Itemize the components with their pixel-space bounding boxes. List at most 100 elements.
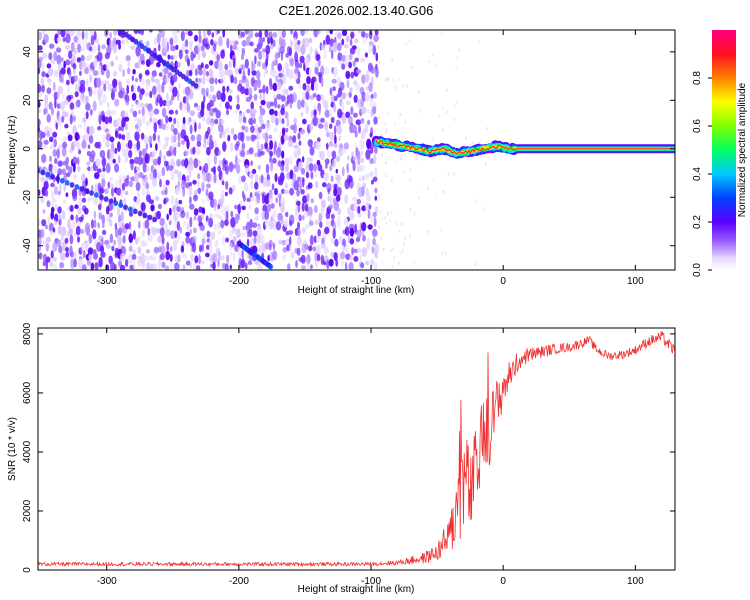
noise-blob-729 [161, 82, 165, 93]
noise-blob-869 [185, 94, 189, 105]
noise-blob-1167 [238, 112, 243, 124]
noise-blob-1176 [237, 213, 240, 220]
noise-blob-404 [104, 116, 110, 125]
noise-blob-1944 [372, 44, 377, 56]
noise-blob-1875 [359, 253, 362, 264]
noise-blob-1816 [349, 87, 353, 92]
noise-blob-25 [41, 71, 46, 78]
noise-blob-210 [73, 68, 76, 75]
scatter-dot-48 [438, 114, 440, 118]
noise-blob-1600 [308, 162, 314, 172]
spectrogram-noise [38, 30, 488, 270]
noise-blob-1558 [301, 215, 305, 221]
scatter-dot-26 [485, 162, 487, 165]
noise-blob-292 [86, 150, 92, 157]
noise-blob-1504 [292, 135, 297, 143]
scatter-dot-111 [399, 157, 402, 161]
noise-blob-1745 [333, 252, 338, 261]
noise-blob-732 [160, 118, 164, 126]
noise-blob-327 [95, 38, 99, 44]
scatter-dot-67 [455, 66, 458, 70]
noise-blob-1661 [320, 117, 325, 123]
noise-blob-990 [205, 112, 211, 119]
noise-blob-686 [152, 149, 157, 157]
noise-blob-1919 [365, 260, 369, 266]
noise-blob-804 [173, 128, 178, 135]
noise-blob-1006 [206, 244, 210, 250]
noise-blob-1868 [356, 198, 361, 205]
noise-blob-1578 [305, 171, 310, 179]
noise-blob-1554 [302, 177, 305, 188]
noise-blob-178 [67, 218, 71, 230]
noise-blob-463 [113, 239, 117, 246]
noise-blob-1258 [252, 63, 256, 70]
noise-blob-1295 [257, 148, 262, 158]
noise-blob-1210 [247, 67, 251, 76]
noise-blob-386 [101, 178, 106, 188]
noise-blob-1108 [224, 160, 228, 165]
noise-blob-16 [38, 218, 41, 226]
noise-blob-1223 [246, 212, 250, 221]
noise-blob-433 [110, 187, 115, 197]
noise-blob-649 [145, 240, 148, 248]
noise-blob-298 [83, 207, 89, 215]
noise-blob-1146 [233, 133, 238, 141]
noise-blob-639 [145, 143, 149, 151]
noise-blob-195 [69, 147, 73, 154]
noise-blob-442 [113, 30, 118, 36]
noise-blob-1784 [342, 245, 345, 253]
noise-blob-1261 [253, 82, 258, 92]
noise-blob-1588 [308, 37, 313, 44]
noise-blob-1242 [248, 147, 254, 155]
noise-blob-70 [48, 101, 53, 110]
noise-blob-103 [54, 203, 58, 211]
noise-blob-577 [131, 249, 137, 254]
noise-blob-108 [52, 241, 58, 252]
noise-blob-678 [152, 85, 157, 96]
noise-blob-1569 [306, 76, 311, 85]
noise-blob-1230 [248, 30, 254, 39]
noise-blob-1060 [216, 90, 222, 100]
noise-blob-757 [164, 136, 170, 142]
noise-blob-197 [68, 166, 73, 175]
noise-blob-537 [130, 45, 136, 50]
noise-blob-1360 [269, 83, 273, 91]
noise-blob-1400 [272, 242, 276, 250]
noise-blob-518 [127, 67, 131, 75]
noise-blob-1420 [277, 193, 283, 199]
noise-blob-24 [41, 61, 45, 72]
noise-blob-913 [194, 68, 198, 76]
scatter-dot-22 [447, 172, 450, 176]
spectrogram-x-ticks: -300 -200 -100 0 100 [97, 30, 644, 287]
noise-blob-647 [144, 219, 150, 229]
noise-blob-176 [65, 192, 69, 197]
noise-blob-1011 [208, 60, 214, 66]
noise-blob-923 [193, 194, 198, 202]
noise-blob-114 [56, 54, 62, 65]
noise-blob-240 [76, 134, 81, 140]
noise-blob-153 [63, 183, 66, 192]
scatter-dot-54 [381, 134, 383, 138]
streak-1-dot [268, 263, 273, 270]
noise-blob-1311 [262, 84, 266, 95]
scatter-dot-15 [386, 211, 389, 215]
noise-blob-3 [38, 59, 42, 70]
noise-blob-1185 [241, 53, 244, 61]
noise-blob-878 [184, 182, 190, 189]
noise-blob-1763 [336, 179, 342, 190]
noise-blob-1327 [260, 234, 265, 245]
noise-blob-1125 [227, 95, 233, 103]
noise-blob-1540 [300, 30, 305, 37]
noise-blob-552 [128, 233, 134, 244]
noise-blob-21 [42, 30, 46, 35]
noise-blob-538 [131, 75, 134, 82]
noise-blob-1525 [298, 140, 302, 146]
noise-blob-437 [108, 219, 113, 227]
noise-blob-951 [197, 215, 203, 224]
noise-blob-1459 [285, 127, 289, 133]
noise-blob-1624 [315, 180, 319, 189]
noise-blob-355 [98, 99, 104, 106]
noise-blob-745 [161, 261, 166, 269]
noise-blob-1318 [260, 143, 264, 151]
